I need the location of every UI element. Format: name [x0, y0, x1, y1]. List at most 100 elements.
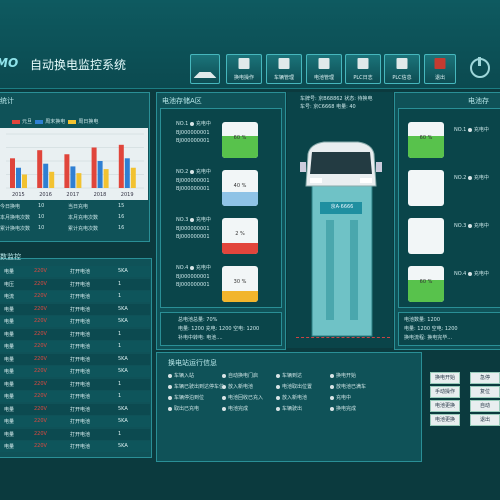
slot-number: NO.1 — [176, 121, 189, 127]
table-cell: 220V — [34, 393, 47, 399]
legend-swatch — [68, 119, 77, 124]
slot-label: NO.4 充电中 — [176, 264, 211, 271]
power-icon[interactable] — [470, 57, 490, 78]
table-row[interactable]: 电压 220V 打开电池 1 — [0, 278, 150, 290]
stats-row: 今日换电 10 当日充电 15 — [0, 203, 148, 210]
table-cell: 打开电池 — [70, 444, 91, 450]
battery-icon[interactable]: 40 % — [222, 170, 258, 206]
table-cell: 220V — [34, 418, 47, 424]
control-button[interactable]: 换电开始 — [430, 372, 460, 384]
table-cell: 5KA — [118, 268, 128, 274]
table-cell: 220V — [34, 268, 47, 274]
run-info-text: 换电开始 — [336, 373, 357, 379]
control-button[interactable]: 急停 — [470, 372, 500, 384]
slot-label: NO.2 充电中 — [176, 168, 211, 175]
table-row[interactable]: 电量 220V 打开电池 5KA — [0, 353, 150, 365]
chart-bar — [64, 154, 70, 188]
nav-plc-info-button[interactable]: PLC信息 — [384, 54, 420, 84]
table-cell: 打开电池 — [70, 344, 91, 350]
bar-chart: 2015 2016 2017 2018 2019 — [0, 128, 148, 200]
table-row[interactable]: 电量 220V 打开电池 1 — [0, 328, 150, 340]
battery-icon[interactable]: 30 % — [222, 266, 258, 302]
table-cell: 220V — [34, 343, 47, 349]
table-row[interactable]: 电量 220V 打开电池 1 — [0, 341, 150, 352]
battery-fill — [408, 280, 444, 302]
chart-bar — [118, 144, 124, 188]
slot-label: NO.1 充电中 — [176, 120, 211, 127]
slot-label: NO.3 充电中 — [454, 222, 489, 229]
control-button[interactable]: 退出 — [470, 414, 500, 426]
stat-key: 本月充电次数 — [68, 215, 99, 221]
control-button[interactable]: 电池更换 — [430, 400, 460, 412]
table-row[interactable]: 电量 220V 打开电池 5KA — [0, 403, 150, 415]
table-cell: 1 — [118, 430, 122, 437]
battery-sub-id: BJ000000001 — [176, 234, 210, 240]
table-row[interactable]: 电量 220V 打开电池 5KA — [0, 303, 150, 315]
battery-icon[interactable] — [408, 218, 444, 254]
table-cell: 电量 — [4, 344, 15, 350]
battery-icon[interactable]: 60 % — [222, 122, 258, 158]
table-cell: 220V — [34, 318, 47, 324]
table-cell: 电量 — [4, 431, 15, 438]
table-row[interactable]: 电量 220V 打开电池 1 — [0, 391, 150, 402]
stat-value: 10 — [38, 214, 45, 220]
control-button[interactable]: 自动 — [470, 400, 500, 412]
status-dot-icon — [467, 127, 472, 132]
battery-icon[interactable] — [408, 170, 444, 206]
slot-label: NO.2 充电中 — [454, 174, 489, 181]
chart-bar — [43, 163, 49, 188]
home-button[interactable] — [190, 54, 220, 84]
table-cell: 电量 — [4, 356, 15, 363]
control-button[interactable]: 手动操作 — [430, 386, 460, 398]
control-button[interactable]: 复位 — [470, 386, 500, 398]
nav-label: 退出 — [434, 75, 445, 81]
table-cell: 电量 — [4, 269, 15, 275]
table-cell: 打开电池 — [70, 419, 91, 425]
battery-icon[interactable]: 2 % — [222, 218, 258, 254]
exit-button[interactable]: 退出 — [424, 54, 456, 84]
stat-value: 16 — [118, 225, 125, 231]
table-cell: 电量 — [4, 444, 15, 450]
brand-logo: MO — [0, 56, 19, 70]
slot-label: NO.3 充电中 — [176, 216, 211, 223]
battery-percent: 30 % — [233, 279, 247, 285]
battery-icon[interactable]: 60 % — [408, 266, 444, 302]
table-row[interactable]: 电量 220V 打开电池 5KA — [0, 316, 150, 327]
nav-swap-button[interactable]: 换电操作 — [226, 54, 262, 84]
nav-vehicle-button[interactable]: 车辆管理 — [266, 54, 302, 84]
table-cell: 220V — [34, 368, 47, 374]
run-info-text: 放入新电池 — [228, 384, 254, 390]
battery-fill — [222, 291, 258, 302]
table-cell: 电流 — [4, 294, 15, 300]
nav-plc-log-button[interactable]: PLC日志 — [345, 54, 381, 84]
table-row[interactable]: 电流 220V 打开电池 1 — [0, 291, 150, 302]
battery-sub-id: BJ000000001 — [176, 282, 210, 288]
table-row[interactable]: 电量 220V 打开电池 5KA — [0, 441, 150, 452]
table-cell: 1 — [118, 343, 122, 349]
slot-status: 充电中 — [473, 223, 489, 229]
legend-swatch — [35, 119, 44, 124]
battery-percent: 60 % — [233, 135, 247, 141]
run-info-item: 电池完成 — [222, 405, 248, 412]
nav-battery-button[interactable]: 电池管理 — [306, 54, 342, 84]
table-cell: 220V — [34, 380, 47, 387]
status-dot-icon — [222, 406, 226, 411]
battery-icon[interactable]: 60 % — [408, 122, 444, 158]
table-row[interactable]: 电量 220V 打开电池 5KA — [0, 366, 150, 377]
table-row[interactable]: 电量 220V 打开电池 1 — [0, 428, 150, 440]
table-cell: 电量 — [4, 394, 15, 400]
table-row[interactable]: 电量 220V 打开电池 5KA — [0, 266, 150, 277]
table-row[interactable]: 电量 220V 打开电池 5KA — [0, 416, 150, 427]
slot-status: 充电中 — [195, 169, 211, 175]
control-button[interactable]: 电池更换 — [430, 414, 460, 426]
slot-status: 充电中 — [473, 175, 489, 181]
slot-status: 充电中 — [195, 121, 211, 127]
run-info-item: 取出已充电 — [168, 405, 199, 412]
summary-line: 总电池总量: 70% — [178, 317, 218, 323]
table-row[interactable]: 电量 220V 打开电池 1 — [0, 378, 150, 390]
summary-line: 电量: 1200 充电: 1200 空电: 1200 — [178, 326, 260, 332]
table-cell: 电量 — [4, 406, 15, 413]
stats-row: 本月换电次数 10 本月充电次数 16 — [0, 214, 148, 221]
exit-icon — [434, 58, 446, 69]
table-cell: 电量 — [4, 419, 15, 425]
